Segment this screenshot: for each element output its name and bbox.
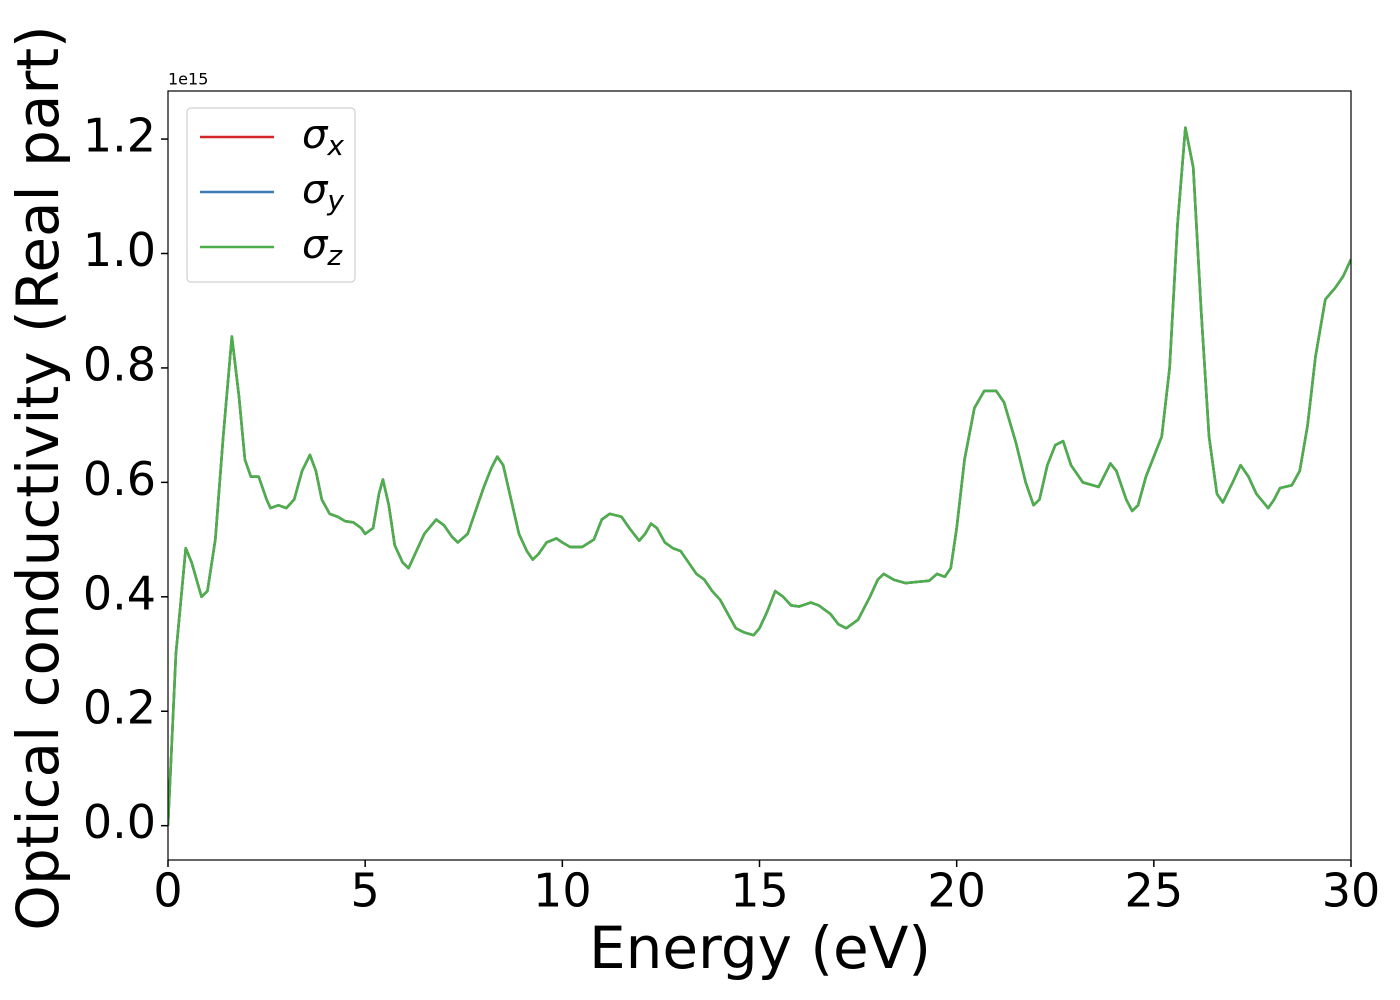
legend-label: σz [302, 222, 343, 272]
y-offset-label: 1e15 [168, 70, 208, 89]
y-tick-label: 0.0 [83, 795, 156, 849]
y-tick-label: 1.2 [83, 109, 156, 163]
y-tick-label: 0.6 [83, 452, 156, 506]
y-tick-label: 0.4 [83, 566, 156, 620]
x-tick-label: 5 [351, 864, 380, 918]
y-tick-label: 1.0 [83, 223, 156, 277]
x-tick-label: 15 [730, 864, 789, 918]
x-tick-label: 10 [533, 864, 592, 918]
plot-lines [168, 126, 1351, 826]
x-tick-label: 25 [1125, 864, 1184, 918]
x-tick-label: 0 [153, 864, 182, 918]
x-tick-label: 30 [1322, 864, 1381, 918]
series-line [168, 126, 1351, 826]
x-axis-label: Energy (eV) [589, 914, 931, 982]
y-tick-label: 0.2 [83, 681, 156, 735]
plot-frame [167, 90, 1352, 861]
y-tick-label: 0.8 [83, 337, 156, 391]
x-tick-label: 20 [927, 864, 986, 918]
y-axis-label: Optical conductivity (Real part) [4, 25, 72, 930]
legend-box [186, 107, 356, 283]
